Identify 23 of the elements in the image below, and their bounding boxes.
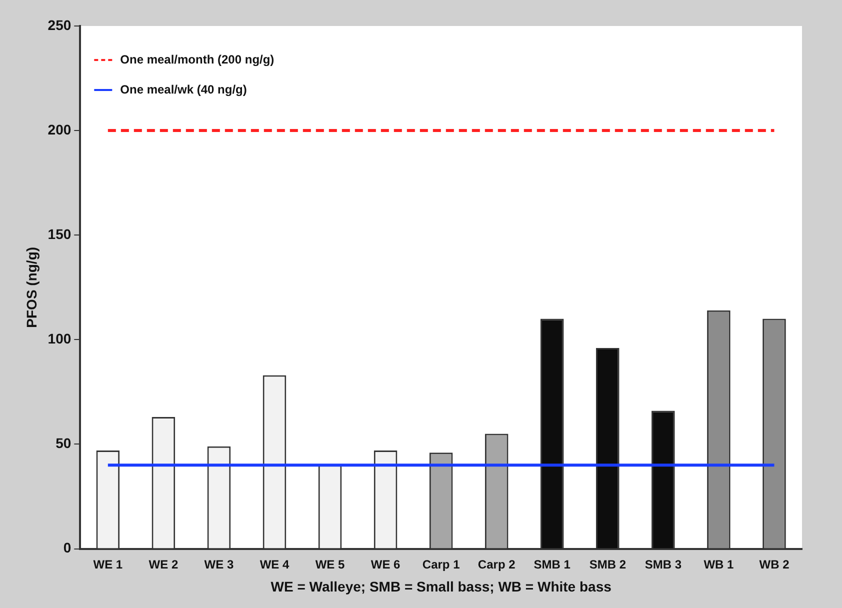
y-tick-label: 250	[48, 16, 72, 33]
y-tick-label: 200	[48, 121, 72, 138]
x-tick-label: WE 5	[315, 557, 346, 572]
x-tick-label: WE 4	[260, 557, 290, 572]
y-tick-label: 50	[56, 435, 72, 452]
x-tick-label: WE 1	[93, 557, 123, 572]
x-tick-label: SMB 3	[644, 557, 682, 572]
legend-label: One meal/wk (40 ng/g)	[120, 82, 247, 96]
x-tick-label: SMB 1	[534, 557, 571, 572]
x-axis-title: WE = Walleye; SMB = Small bass; WB = White bass	[270, 578, 612, 594]
x-tick-label: Carp 2	[478, 557, 516, 572]
x-tick-label: WE 6	[370, 557, 401, 572]
x-tick-label: WE 2	[148, 557, 178, 572]
y-tick-label: 0	[63, 540, 72, 556]
legend-label: One meal/month (200 ng/g)	[120, 52, 274, 66]
y-tick-label: 150	[48, 226, 72, 242]
x-tick-label: WB 1	[704, 557, 734, 572]
x-tick-label: SMB 2	[589, 557, 626, 572]
x-tick-label: WB 2	[759, 557, 790, 572]
y-tick-label: 100	[48, 330, 72, 347]
x-tick-label: WE 3	[204, 557, 234, 572]
y-axis-title: PFOS (ng/g)	[23, 246, 40, 328]
x-tick-label: Carp 1	[422, 557, 460, 572]
